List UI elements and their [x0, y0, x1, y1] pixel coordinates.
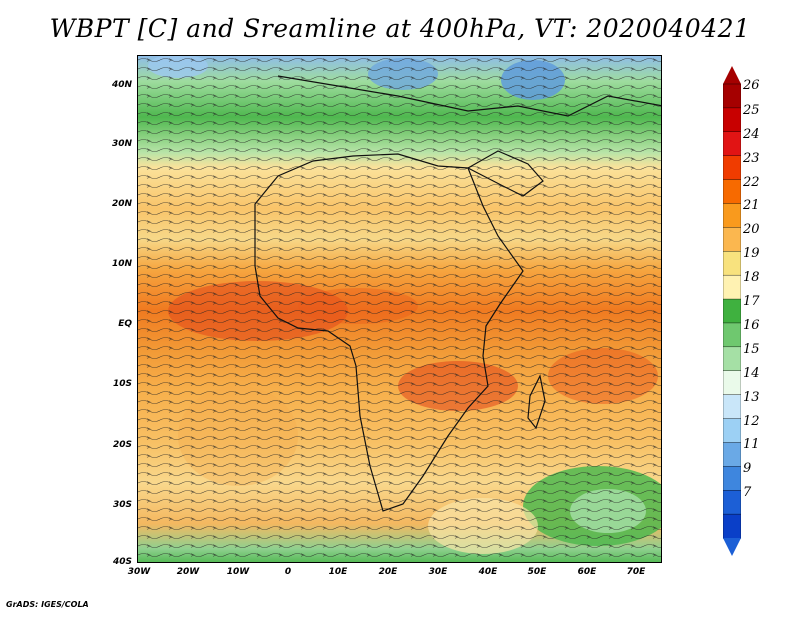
lon-label-10e: 10E: [328, 567, 348, 577]
colorbar-label: 11: [743, 437, 760, 453]
colorbar-band: [723, 394, 741, 420]
lat-label-30n: 30N: [111, 139, 132, 149]
streamlines: [138, 56, 661, 562]
colorbar-top-arrow: [723, 66, 741, 84]
lon-label-10w: 10W: [226, 567, 250, 577]
colorbar-band: [723, 466, 741, 491]
colorbar-label: 17: [743, 294, 760, 310]
lat-label-20s: 20S: [112, 440, 132, 450]
lat-label-40s: 40S: [112, 557, 132, 567]
colorbar-label: 15: [743, 341, 760, 357]
colorbar-band: [723, 346, 741, 372]
colorbar-band: [723, 418, 741, 444]
colorbar-label: 26: [743, 78, 760, 93]
map-plot-area: [137, 55, 662, 563]
colorbar-band: [723, 179, 741, 205]
colorbar-label: 25: [743, 102, 760, 118]
colorbar-band: [723, 83, 741, 109]
lat-label-40n: 40N: [111, 80, 132, 90]
colorbar-label: 24: [743, 126, 760, 142]
colorbar-band: [723, 322, 741, 348]
colorbar-band: [723, 490, 741, 515]
lat-label-30s: 30S: [112, 500, 132, 510]
colorbar-band: [723, 513, 741, 539]
colorbar-label: 12: [743, 413, 760, 429]
colorbar-band: [723, 298, 741, 324]
colorbar-band: [723, 227, 741, 252]
lon-label-50e: 50E: [527, 567, 547, 577]
lon-label-30e: 30E: [428, 567, 448, 577]
colorbar-band: [723, 131, 741, 157]
colorbar-label: 14: [743, 365, 760, 381]
colorbar-label: 23: [743, 150, 760, 166]
colorbar-label: 18: [743, 270, 760, 286]
lon-label-20e: 20E: [378, 567, 398, 577]
colorbar-band: [723, 370, 741, 396]
lon-label-20w: 20W: [176, 567, 200, 577]
lon-label-40e: 40E: [478, 567, 498, 577]
colorbar-band: [723, 274, 741, 300]
colorbar-bands: [723, 83, 741, 539]
colorbar-band: [723, 107, 741, 133]
lat-label-eq: EQ: [118, 319, 132, 329]
lat-label-20n: 20N: [111, 199, 132, 209]
colorbar-label: 21: [743, 198, 760, 214]
colorbar-label: 13: [743, 389, 760, 405]
colorbar-band: [723, 442, 741, 468]
colorbar-band: [723, 203, 741, 229]
lat-label-10n: 10N: [111, 259, 132, 269]
colorbar-label: 22: [743, 174, 760, 190]
colorbar-label: 20: [743, 222, 760, 238]
colorbar-label: 7: [743, 485, 752, 501]
lon-label-30w: 30W: [127, 567, 151, 577]
chart-title: WBPT [C] and Sreamline at 400hPa, VT: 20…: [49, 14, 751, 43]
lon-label-60e: 60E: [577, 567, 597, 577]
lon-label-70e: 70E: [626, 567, 646, 577]
colorbar-band: [723, 251, 741, 276]
footer-credit: GrADS: IGES/COLA: [6, 600, 89, 609]
wbpt-map: [138, 56, 661, 562]
lon-label-0: 0: [284, 567, 292, 577]
colorbar-label: 16: [743, 317, 760, 333]
colorbar: [723, 66, 741, 556]
lat-label-10s: 10S: [112, 379, 132, 389]
coastlines: [254, 75, 661, 512]
colorbar-label: 9: [743, 461, 752, 477]
colorbar-band: [723, 155, 741, 181]
colorbar-label: 19: [743, 246, 760, 262]
colorbar-bottom-arrow: [723, 538, 741, 556]
